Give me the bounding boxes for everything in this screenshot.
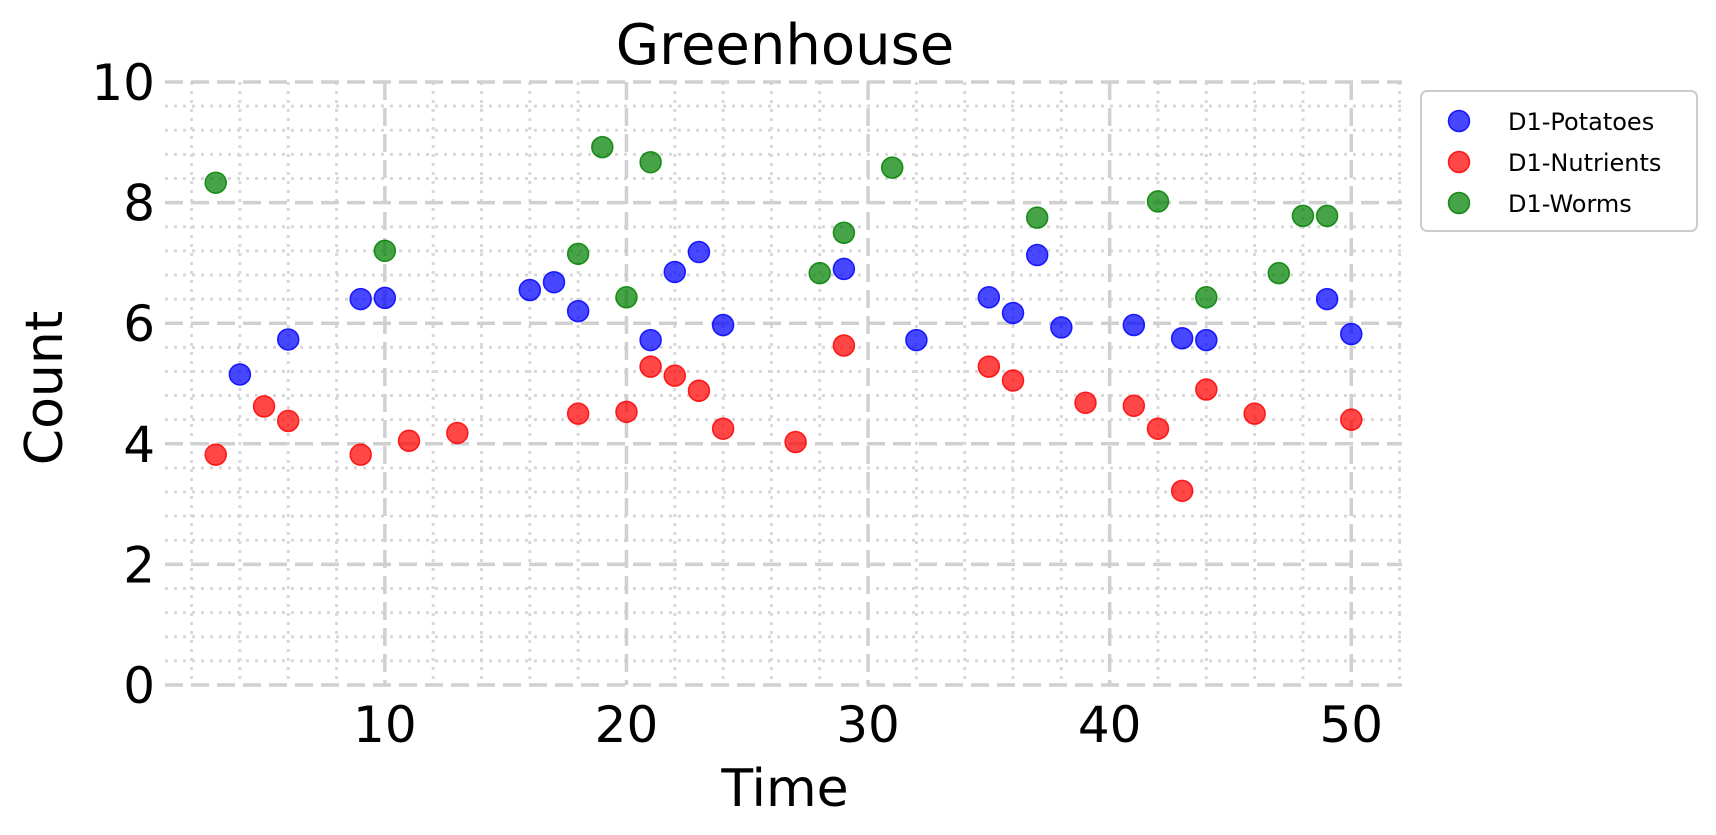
data-point [639, 150, 662, 174]
data-point [1340, 322, 1363, 346]
data-point [1195, 286, 1218, 309]
data-point [542, 270, 566, 294]
data-point [1146, 190, 1170, 213]
data-point [566, 242, 590, 266]
data-point [1001, 369, 1025, 392]
legend: D1-Potatoes D1-Nutrients D1-Worms [1420, 90, 1698, 232]
data-point [1170, 479, 1194, 503]
data-point [880, 156, 904, 179]
data-point [1243, 402, 1266, 425]
data-point [566, 402, 590, 425]
data-point [639, 355, 662, 378]
legend-label: D1-Worms [1508, 190, 1632, 218]
data-point [1267, 261, 1291, 285]
data-point [832, 334, 856, 357]
data-point [905, 328, 928, 352]
data-point [977, 286, 1001, 309]
y-tick-label: 6 [123, 295, 155, 353]
y-tick-label: 2 [123, 536, 155, 594]
data-point [784, 430, 807, 454]
data-point [1146, 417, 1170, 440]
data-point [446, 421, 469, 445]
data-point [276, 328, 300, 351]
data-point [204, 443, 227, 466]
x-tick-label: 50 [1319, 696, 1383, 754]
data-point [663, 364, 687, 387]
data-point [204, 171, 227, 194]
data-point [1340, 408, 1363, 431]
chart-title: Greenhouse [616, 13, 954, 78]
y-tick-label: 8 [123, 175, 155, 233]
legend-marker [1447, 191, 1471, 215]
data-point [711, 313, 735, 337]
data-point [397, 429, 421, 453]
data-point [663, 260, 687, 284]
data-point [349, 287, 372, 311]
legend-marker [1447, 150, 1471, 174]
major-grid [165, 80, 1402, 687]
data-point [566, 299, 590, 323]
minor-grid [165, 82, 1402, 685]
data-point [1122, 394, 1146, 418]
data-point [1195, 378, 1218, 401]
data-point [591, 135, 614, 159]
data-point [687, 240, 711, 264]
y-tick-label: 0 [123, 657, 155, 715]
data-point [276, 409, 300, 433]
data-point [832, 257, 856, 281]
data-point [687, 379, 711, 402]
data-point [373, 286, 397, 310]
data-point [349, 443, 372, 466]
data-point [639, 328, 662, 352]
x-tick-label: 20 [595, 696, 659, 754]
y-tick-label: 10 [91, 54, 155, 112]
data-point [1025, 243, 1049, 267]
x-tick-label: 30 [836, 696, 900, 754]
data-point [1074, 391, 1097, 415]
data-point [1170, 327, 1194, 350]
data-point [1122, 313, 1146, 337]
data-point [1315, 204, 1339, 228]
data-point [1291, 204, 1315, 228]
data-point [615, 400, 638, 424]
data-point [252, 395, 276, 418]
tick-labels: 10 20 30 40 50 0 2 4 6 8 10 [91, 54, 1383, 754]
data-point [518, 278, 542, 302]
legend-label: D1-Nutrients [1508, 149, 1661, 177]
x-axis-label: Time [720, 759, 848, 819]
y-axis-label: Count [15, 311, 75, 465]
data-point [808, 261, 831, 285]
data-point [711, 417, 735, 440]
legend-frame [1420, 90, 1698, 232]
data-point [1195, 328, 1218, 352]
data-point [615, 286, 638, 309]
legend-label: D1-Potatoes [1508, 108, 1654, 136]
data-point [977, 355, 1001, 378]
y-tick-label: 4 [123, 416, 155, 474]
data-point [1050, 316, 1073, 339]
x-tick-label: 10 [353, 696, 417, 754]
legend-marker [1447, 109, 1471, 133]
data-point [832, 221, 856, 244]
data-point [228, 363, 252, 386]
data-point [1025, 206, 1049, 229]
data-point [1315, 287, 1339, 311]
data-point [1001, 301, 1025, 325]
data-point [373, 239, 397, 263]
x-tick-label: 40 [1078, 696, 1142, 754]
data-points [204, 135, 1363, 503]
